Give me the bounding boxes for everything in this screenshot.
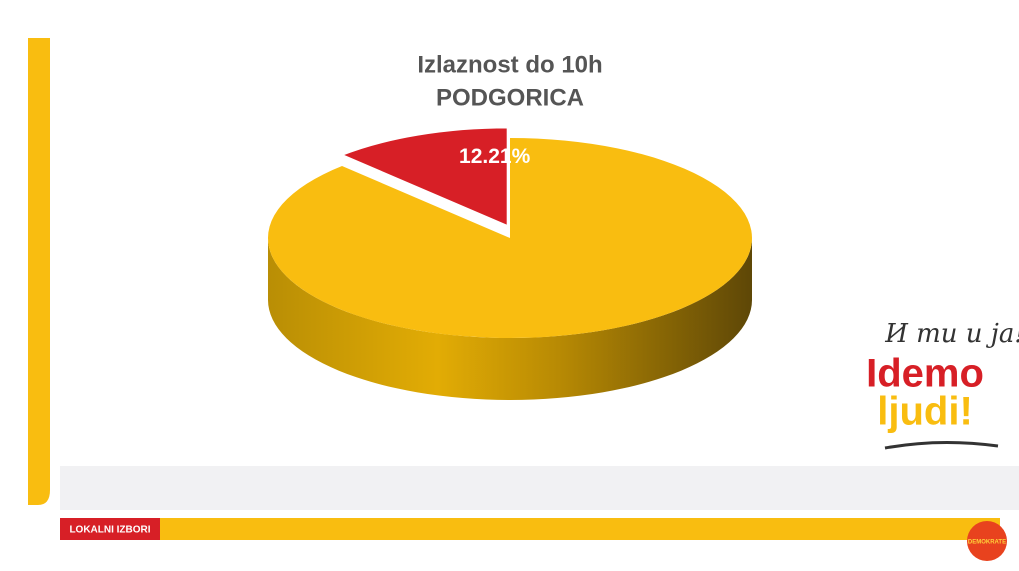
chart-subtitle: PODGORICA — [436, 84, 584, 111]
pie: 12.21% — [267, 125, 752, 400]
chart-title: Izlaznost do 10h — [417, 51, 602, 78]
left-bar — [28, 38, 50, 505]
footer-bar — [60, 518, 1000, 540]
footer-label: LOKALNI IZBORI — [69, 525, 150, 536]
footer-tag — [60, 518, 160, 540]
slogan-line1: Idemo — [866, 352, 984, 396]
swoosh — [884, 440, 999, 450]
pie-slice — [336, 125, 510, 230]
pie-slice — [267, 138, 752, 338]
party-logo-text: DEMOKRATE — [968, 540, 1006, 546]
gray-band — [60, 466, 1019, 510]
slogan-line2: ljudi! — [877, 390, 973, 434]
pie-side — [268, 238, 752, 400]
slogan-top: И ти и ја! — [884, 319, 1019, 349]
party-logo — [967, 521, 1007, 561]
value-label: 12.21% — [459, 145, 531, 168]
